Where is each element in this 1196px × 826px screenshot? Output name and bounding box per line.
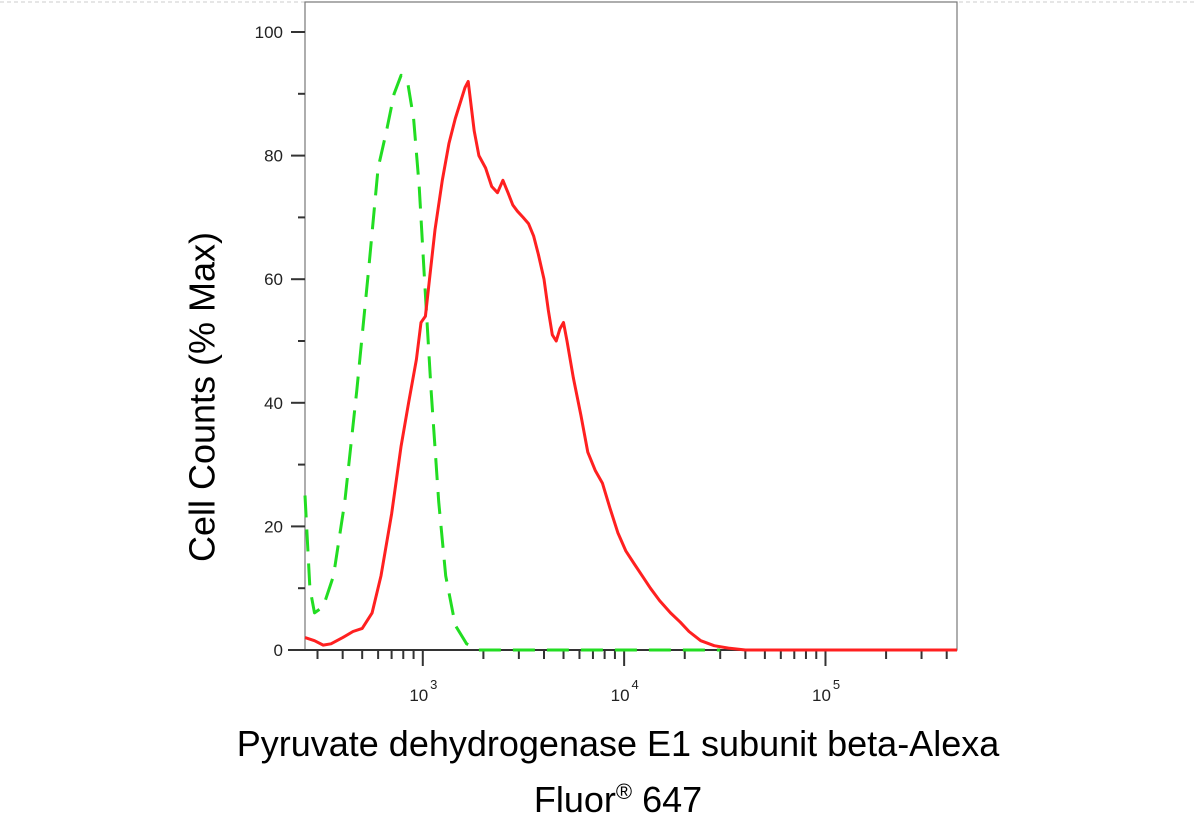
x-tick-label: 104 xyxy=(611,677,639,705)
y-tick-label: 0 xyxy=(274,641,283,660)
x-tick-exponent: 3 xyxy=(430,677,437,692)
x-tick-base: 10 xyxy=(611,686,630,705)
y-tick-label: 40 xyxy=(264,394,283,413)
x-axis-title-line1: Pyruvate dehydrogenase E1 subunit beta-A… xyxy=(236,723,1000,764)
x-tick-exponent: 4 xyxy=(632,677,639,692)
y-tick-label: 100 xyxy=(255,23,283,42)
plot-frame xyxy=(304,1,958,651)
y-tick-label: 80 xyxy=(264,147,283,166)
x-tick-label: 105 xyxy=(812,677,840,705)
x-tick-label: 103 xyxy=(409,677,437,705)
x-tick-base: 10 xyxy=(409,686,428,705)
y-axis: 0 20 40 60 80 100 xyxy=(255,23,305,660)
series-layer xyxy=(303,73,957,652)
y-tick-label: 60 xyxy=(264,270,283,289)
x-axis-title-647: 647 xyxy=(632,779,703,820)
series-line-control-dashed xyxy=(303,73,721,652)
y-axis-title: Cell Counts (% Max) xyxy=(182,232,223,562)
x-tick-base: 10 xyxy=(812,686,831,705)
registered-mark: ® xyxy=(615,779,633,804)
x-axis-title-line2: Fluor® 647 xyxy=(0,770,1196,822)
y-tick-label: 20 xyxy=(264,517,283,536)
x-axis-title-fluor: Fluor xyxy=(533,779,616,820)
x-tick-exponent: 5 xyxy=(833,677,840,692)
series-line-sample-solid xyxy=(304,79,957,652)
